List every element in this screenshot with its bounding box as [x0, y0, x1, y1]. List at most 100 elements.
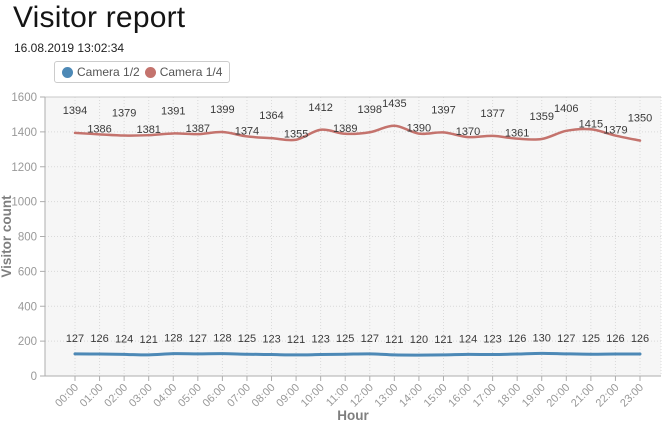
svg-text:126: 126: [508, 333, 526, 345]
svg-text:1415: 1415: [579, 118, 603, 130]
svg-text:1399: 1399: [210, 104, 234, 116]
series-line-camera-1-4[interactable]: [73, 124, 642, 142]
series-line-camera-1-2[interactable]: [73, 351, 642, 357]
svg-text:1394: 1394: [63, 105, 87, 117]
svg-text:120: 120: [410, 334, 428, 346]
svg-text:125: 125: [336, 333, 354, 345]
svg-text:01:00: 01:00: [78, 382, 106, 410]
svg-text:126: 126: [631, 333, 649, 345]
svg-text:19:00: 19:00: [520, 382, 548, 410]
svg-text:04:00: 04:00: [151, 382, 179, 410]
svg-text:1350: 1350: [628, 113, 652, 125]
svg-text:20:00: 20:00: [544, 382, 572, 410]
x-axis-tick-labels: 00:0001:0002:0003:0004:0005:0006:0007:00…: [53, 382, 646, 410]
svg-text:1387: 1387: [186, 123, 210, 135]
legend-item-camera-1-4[interactable]: Camera 1/4: [144, 65, 223, 79]
svg-text:1379: 1379: [603, 125, 627, 137]
svg-text:1377: 1377: [480, 108, 504, 120]
svg-text:124: 124: [459, 333, 477, 345]
svg-text:1355: 1355: [284, 129, 308, 141]
page-title: Visitor report: [13, 1, 186, 34]
svg-text:02:00: 02:00: [102, 382, 130, 410]
svg-text:128: 128: [213, 333, 231, 345]
chart-legend: Camera 1/2 Camera 1/4: [54, 61, 231, 83]
svg-text:1381: 1381: [136, 124, 160, 136]
svg-text:1412: 1412: [308, 102, 332, 114]
svg-text:121: 121: [385, 334, 403, 346]
svg-text:18:00: 18:00: [495, 382, 523, 410]
svg-text:17:00: 17:00: [471, 382, 499, 410]
svg-text:600: 600: [18, 266, 37, 278]
svg-text:1391: 1391: [161, 105, 185, 117]
report-timestamp: 16.08.2019 13:02:34: [14, 41, 125, 55]
svg-text:126: 126: [90, 333, 108, 345]
svg-text:123: 123: [262, 334, 280, 346]
gridlines: [45, 97, 662, 376]
svg-text:124: 124: [115, 333, 133, 345]
visitor-count-line-chart: 0200400600800100012001400160000:0001:000…: [0, 92, 662, 423]
svg-text:1406: 1406: [554, 103, 578, 115]
svg-text:1364: 1364: [259, 110, 283, 122]
svg-text:12:00: 12:00: [348, 382, 376, 410]
svg-text:1600: 1600: [11, 92, 37, 104]
series-labels-camera-1-2: 127 126 124 121 128 127 128 125 123 121 123 125 127 1…: [66, 332, 649, 346]
y-axis-tick-labels: 0 200 400 600 800 1000 1200 1400 1600: [11, 92, 37, 383]
axes: [40, 96, 661, 381]
svg-text:13:00: 13:00: [373, 382, 401, 410]
svg-text:1390: 1390: [407, 123, 431, 135]
svg-text:06:00: 06:00: [201, 382, 229, 410]
legend-label-camera-1-4: Camera 1/4: [159, 65, 223, 79]
svg-text:400: 400: [18, 301, 37, 313]
svg-text:127: 127: [557, 333, 575, 345]
svg-text:121: 121: [434, 334, 452, 346]
svg-text:127: 127: [66, 333, 84, 345]
y-axis-title: Visitor count: [0, 195, 14, 278]
svg-text:121: 121: [287, 334, 305, 346]
svg-text:1379: 1379: [112, 108, 136, 120]
legend-dot-camera-1-4-icon: [144, 66, 156, 78]
svg-text:1398: 1398: [358, 104, 382, 116]
svg-text:1361: 1361: [505, 128, 529, 140]
legend-item-camera-1-2[interactable]: Camera 1/2: [62, 65, 140, 79]
svg-text:127: 127: [361, 333, 379, 345]
x-axis-title: Hour: [337, 408, 369, 423]
svg-text:03:00: 03:00: [127, 382, 155, 410]
svg-text:11:00: 11:00: [324, 382, 351, 409]
series-labels-camera-1-4: 1394138613791381139113871399137413641355…: [63, 98, 652, 141]
svg-text:05:00: 05:00: [176, 382, 204, 410]
svg-text:1370: 1370: [456, 126, 480, 138]
svg-text:125: 125: [238, 333, 256, 345]
svg-text:21:00: 21:00: [569, 382, 597, 410]
svg-text:10:00: 10:00: [299, 382, 327, 410]
svg-text:1435: 1435: [382, 98, 406, 110]
svg-text:0: 0: [31, 371, 37, 383]
svg-text:00:00: 00:00: [53, 382, 81, 410]
legend-label-camera-1-2: Camera 1/2: [77, 65, 140, 79]
svg-text:123: 123: [483, 334, 501, 346]
svg-text:14:00: 14:00: [397, 382, 425, 410]
svg-text:125: 125: [582, 333, 600, 345]
svg-text:126: 126: [606, 333, 624, 345]
svg-text:1359: 1359: [529, 111, 553, 123]
svg-text:09:00: 09:00: [274, 382, 302, 410]
svg-text:200: 200: [18, 336, 37, 348]
svg-text:07:00: 07:00: [225, 382, 253, 410]
svg-text:22:00: 22:00: [594, 382, 622, 410]
svg-text:16:00: 16:00: [446, 382, 474, 410]
svg-text:127: 127: [189, 333, 207, 345]
svg-text:15:00: 15:00: [422, 382, 450, 410]
legend-dot-camera-1-2-icon: [62, 66, 73, 78]
svg-text:1400: 1400: [11, 127, 37, 139]
svg-text:1200: 1200: [11, 162, 37, 174]
svg-text:1386: 1386: [87, 123, 111, 135]
svg-text:121: 121: [140, 334, 158, 346]
svg-text:800: 800: [18, 232, 37, 244]
svg-text:1000: 1000: [11, 197, 37, 209]
svg-text:130: 130: [533, 332, 551, 344]
svg-text:08:00: 08:00: [250, 382, 278, 410]
svg-text:123: 123: [311, 334, 329, 346]
svg-text:1374: 1374: [235, 125, 259, 137]
svg-text:1389: 1389: [333, 123, 357, 135]
svg-text:1397: 1397: [431, 104, 455, 116]
